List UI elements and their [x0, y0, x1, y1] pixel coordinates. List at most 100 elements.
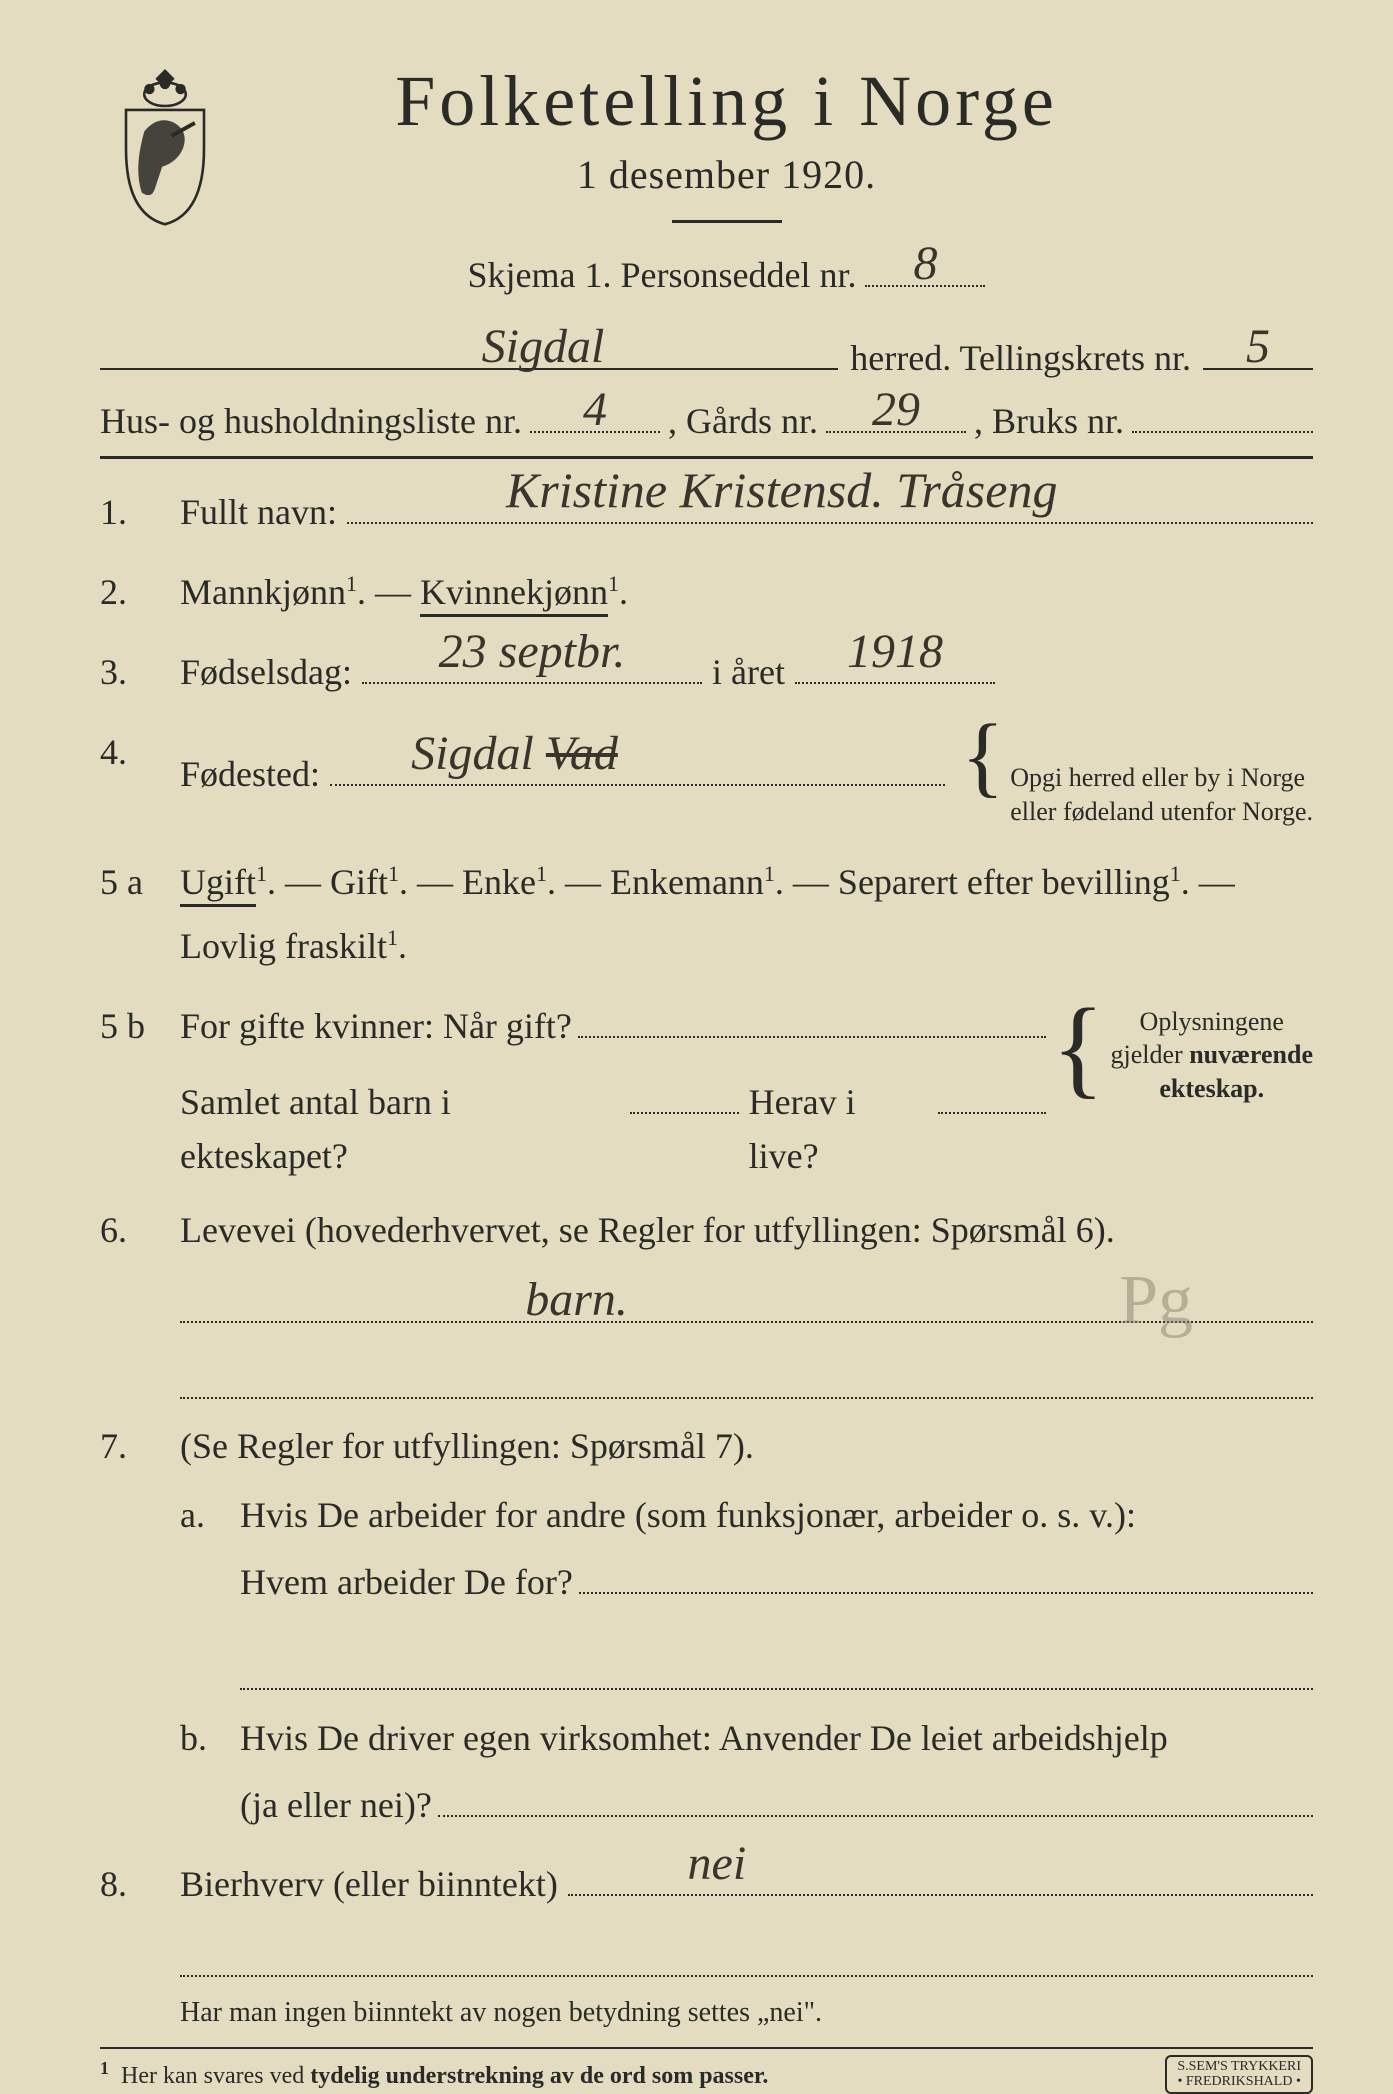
question-5b: 5 b For gifte kvinner: Når gift? Samlet …: [100, 999, 1313, 1183]
levevei-field-1[interactable]: barn. Pg: [180, 1267, 1313, 1323]
gards-nr-field[interactable]: 29: [826, 397, 966, 433]
arbeider-for-field[interactable]: [579, 1558, 1313, 1594]
title-block: Folketelling i Norge 1 desember 1920. Sk…: [260, 60, 1313, 314]
subtitle: 1 desember 1920.: [260, 151, 1193, 198]
leiet-hjelp-field[interactable]: [438, 1781, 1313, 1817]
q7a-text2: Hvem arbeider De for?: [240, 1554, 573, 1612]
bierhverv-field[interactable]: nei: [568, 1860, 1313, 1896]
q6-label: Levevei (hovederhvervet, se Regler for u…: [180, 1210, 1115, 1250]
q3-num: 3.: [100, 645, 180, 699]
antal-barn-field[interactable]: [630, 1078, 738, 1114]
q5a-opt-ugift-selected: Ugift: [180, 862, 256, 907]
q3-label: Fødselsdag:: [180, 645, 352, 699]
herav-live-field[interactable]: [938, 1078, 1046, 1114]
tellingskrets-value: 5: [1246, 319, 1270, 374]
q1-label: Fullt navn:: [180, 485, 337, 539]
naar-gift-field[interactable]: [578, 1002, 1046, 1038]
q2-num: 2.: [100, 565, 180, 619]
brace-icon: {: [1052, 1009, 1105, 1086]
herred-value: Sigdal: [482, 319, 605, 374]
bruks-nr-field[interactable]: [1132, 397, 1313, 433]
question-6: 6. Levevei (hovederhvervet, se Regler fo…: [100, 1203, 1313, 1257]
initials-mark: Pg: [1119, 1261, 1193, 1341]
bierhverv-value: nei: [688, 1828, 747, 1900]
question-1: 1. Fullt navn: Kristine Kristensd. Tråse…: [100, 485, 1313, 539]
meta-line-1: Skjema 1. Personseddel nr. 8: [260, 251, 1193, 296]
q4-label: Fødested:: [180, 747, 320, 801]
levevei-field-2[interactable]: [180, 1343, 1313, 1399]
q5b-line1-label: For gifte kvinner: Når gift?: [180, 999, 572, 1053]
question-5a-line2: Lovlig fraskilt1.: [100, 919, 1313, 973]
question-4: 4. Fødested: Sigdal Vad { Opgi herred el…: [100, 725, 1313, 829]
title-divider: [672, 220, 782, 223]
bruks-label: , Bruks nr.: [974, 400, 1124, 442]
question-8: 8. Bierhverv (eller biinntekt) nei: [100, 1857, 1313, 1911]
meta-line-3: Hus- og husholdningsliste nr. 4 , Gårds …: [100, 397, 1313, 442]
coat-of-arms-icon: [100, 60, 230, 230]
q1-num: 1.: [100, 485, 180, 539]
q5a-num: 5 a: [100, 855, 180, 909]
hush-nr-field[interactable]: 4: [530, 397, 660, 433]
q8-label: Bierhverv (eller biinntekt): [180, 1857, 558, 1911]
fodselsar-value: 1918: [847, 616, 943, 688]
q5b-side-note: Oplysningene gjelder nuværende ekteskap.: [1111, 1005, 1313, 1106]
fullt-navn-field[interactable]: Kristine Kristensd. Tråseng: [347, 488, 1313, 524]
q3-mid: i året: [712, 645, 785, 699]
herred-label: herred. Tellingskrets nr.: [850, 337, 1191, 379]
q8-num: 8.: [100, 1857, 180, 1911]
q4-side-note: Opgi herred eller by i Norge eller fødel…: [1010, 761, 1313, 829]
levevei-value: barn.: [525, 1272, 628, 1327]
q7-label: (Se Regler for utfyllingen: Spørsmål 7).: [180, 1426, 754, 1466]
q7-num: 7.: [100, 1419, 180, 1473]
personseddel-nr-value: 8: [913, 236, 937, 291]
question-7: 7. (Se Regler for utfyllingen: Spørsmål …: [100, 1419, 1313, 1473]
question-3: 3. Fødselsdag: 23 septbr. i året 1918: [100, 645, 1313, 699]
personseddel-nr-field[interactable]: 8: [865, 251, 985, 287]
hush-label: Hus- og husholdningsliste nr.: [100, 400, 522, 442]
hush-nr-value: 4: [583, 382, 607, 437]
bierhverv-extra-line[interactable]: [180, 1921, 1313, 1977]
q5b-line2b-label: Herav i live?: [749, 1075, 932, 1183]
q7a-text1: Hvis De arbeider for andre (som funksjon…: [240, 1487, 1313, 1545]
q7b-text2: (ja eller nei)?: [240, 1777, 432, 1835]
question-2: 2. Mannkjønn1. — Kvinnekjønn1.: [100, 565, 1313, 619]
census-form-page: Folketelling i Norge 1 desember 1920. Sk…: [100, 60, 1313, 2008]
fodested-field[interactable]: Sigdal Vad: [330, 750, 945, 786]
q2-opt-kvinne-selected: Kvinnekjønn: [420, 572, 608, 617]
gards-nr-value: 29: [872, 382, 920, 437]
q7b-text1: Hvis De driver egen virksomhet: Anvender…: [240, 1710, 1313, 1768]
fodested-value: Sigdal Vad: [411, 718, 618, 790]
fodselsar-field[interactable]: 1918: [795, 648, 995, 684]
main-title: Folketelling i Norge: [260, 60, 1193, 143]
fodselsdag-value: 23 septbr.: [439, 616, 626, 688]
header: Folketelling i Norge 1 desember 1920. Sk…: [100, 60, 1313, 314]
q5a-opt-fraskilt: Lovlig fraskilt: [180, 926, 387, 966]
printer-mark: S.SEM'S TRYKKERI • FREDRIKSHALD •: [1165, 2055, 1313, 2094]
meta-line-2: Sigdal herred. Tellingskrets nr. 5: [100, 334, 1313, 379]
q5b-line2a-label: Samlet antal barn i ekteskapet?: [180, 1075, 620, 1183]
herred-field[interactable]: Sigdal: [100, 334, 838, 370]
tellingskrets-field[interactable]: 5: [1203, 334, 1313, 370]
q5a-opt-enke: Enke: [462, 862, 536, 902]
fullt-navn-value: Kristine Kristensd. Tråseng: [506, 453, 1058, 528]
q8-note: Har man ingen biinntekt av nogen betydni…: [180, 1997, 1313, 2029]
gards-label: , Gårds nr.: [668, 400, 818, 442]
q5a-opt-enkemann: Enkemann: [610, 862, 764, 902]
q7b-letter: b.: [180, 1710, 240, 1768]
q5a-opt-gift: Gift: [330, 862, 388, 902]
q5b-num: 5 b: [100, 999, 180, 1053]
q5a-opt-separert: Separert efter bevilling: [838, 862, 1170, 902]
footer-text: 1 Her kan svares ved tydelig understrekn…: [100, 2058, 768, 2090]
fodselsdag-field[interactable]: 23 septbr.: [362, 648, 702, 684]
question-5a: 5 a Ugift1. — Gift1. — Enke1. — Enkemann…: [100, 855, 1313, 909]
q7a-extra-line[interactable]: [240, 1634, 1313, 1690]
skjema-label: Skjema 1. Personseddel nr.: [468, 255, 857, 295]
q4-num: 4.: [100, 725, 180, 779]
q2-opt-mann: Mannkjønn: [180, 572, 346, 612]
q7a-letter: a.: [180, 1487, 240, 1545]
brace-icon: {: [961, 725, 1004, 788]
question-7b: b. Hvis De driver egen virksomhet: Anven…: [180, 1710, 1313, 1835]
q6-num: 6.: [100, 1203, 180, 1257]
footer: 1 Her kan svares ved tydelig understrekn…: [100, 2055, 1313, 2094]
question-7a: a. Hvis De arbeider for andre (som funks…: [180, 1487, 1313, 1612]
